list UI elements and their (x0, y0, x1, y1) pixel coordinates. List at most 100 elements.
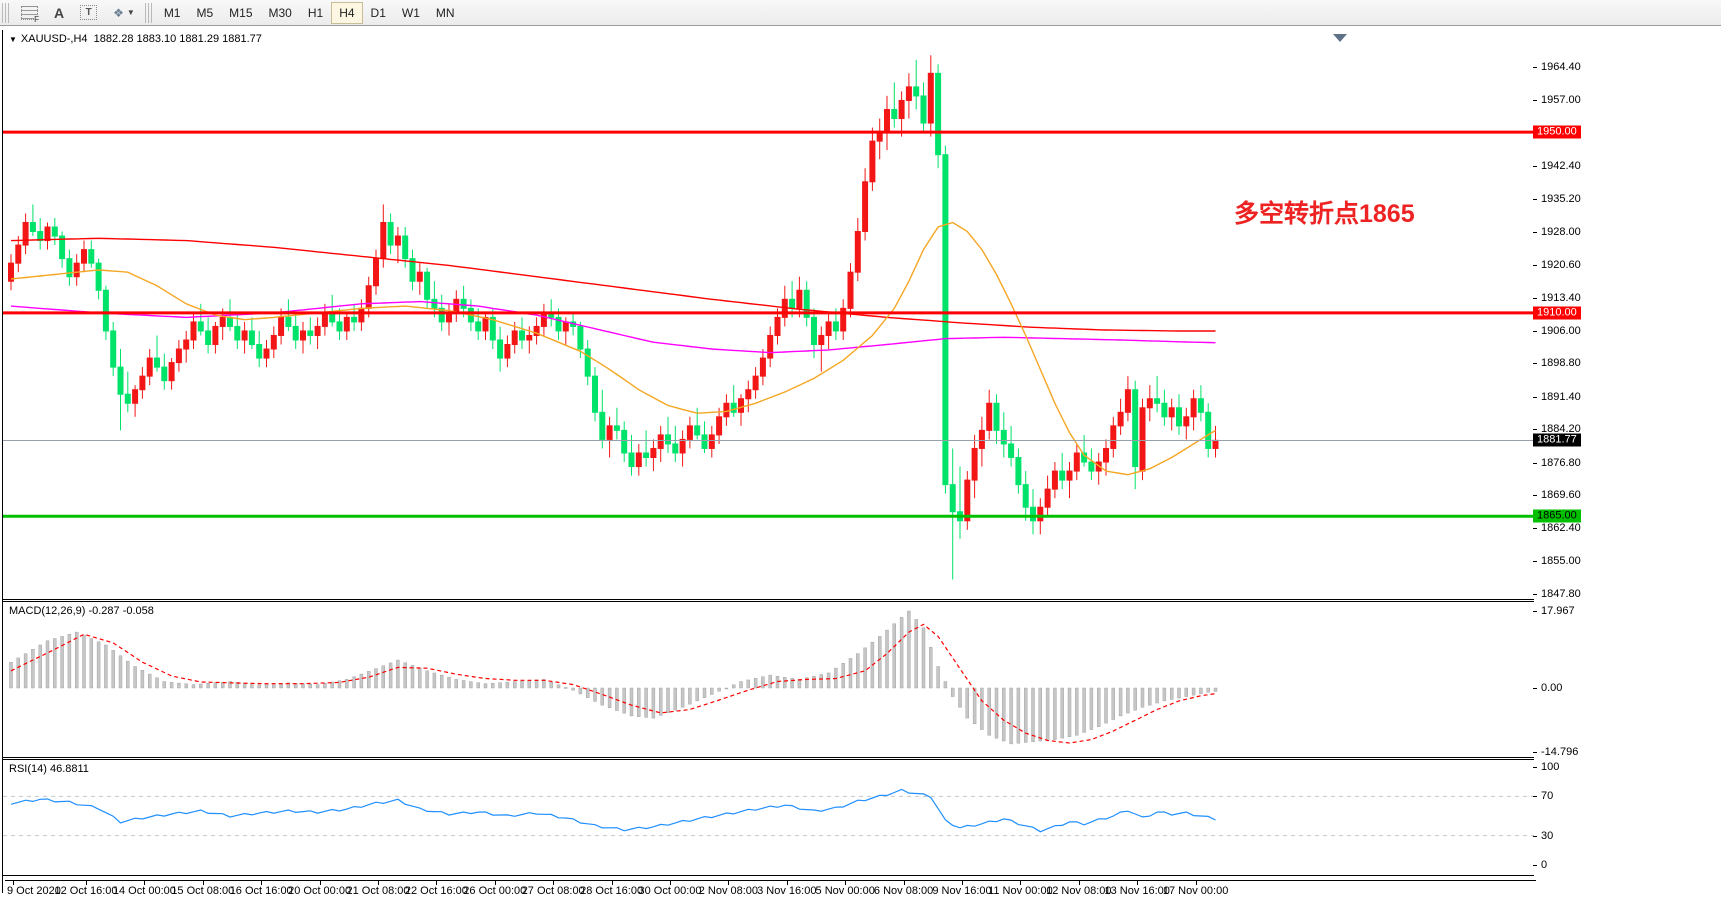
candle-body (117, 366, 124, 395)
price-axis[interactable]: 1964.40 1957.00 1942.40 1935.20 1928.00 1920.… (1533, 30, 1721, 893)
chart-shift-marker-icon[interactable] (1333, 34, 1347, 42)
rsi-chart[interactable] (3, 760, 1534, 875)
macd-histogram-bar (213, 682, 218, 689)
time-tick (1137, 881, 1139, 885)
timeframe-button-w1[interactable]: W1 (401, 5, 420, 20)
timeframe-button-m1[interactable]: M1 (163, 5, 181, 20)
macd-chart[interactable] (3, 602, 1534, 757)
timeframe-button-mn[interactable]: MN (435, 5, 455, 20)
candle-body (460, 298, 467, 309)
pane-divider[interactable] (3, 599, 1534, 600)
candle-body (1000, 429, 1007, 445)
macd-histogram-bar (841, 663, 845, 689)
candle-body (22, 221, 29, 246)
candlestick-chart[interactable] (3, 30, 1534, 599)
macd-histogram-bar (476, 682, 480, 689)
pane-divider[interactable] (3, 757, 1534, 758)
macd-histogram-bar (118, 655, 123, 689)
macd-histogram-bar (542, 679, 546, 689)
macd-histogram-bar (359, 673, 364, 689)
candle-body (183, 339, 190, 350)
candle-body (511, 330, 518, 346)
timeframe-button-h1[interactable]: H1 (307, 5, 324, 20)
text-box-tool-button[interactable]: T (72, 2, 105, 24)
candle-body (1037, 506, 1044, 522)
candle-body (438, 307, 445, 323)
candle-body (1117, 411, 1124, 427)
timeframe-button-m15[interactable]: M15 (229, 5, 253, 20)
macd-pane[interactable]: MACD(12,26,9) -0.287 -0.058 (3, 602, 1534, 757)
pane-divider (3, 875, 1534, 876)
symbol-dropdown-icon[interactable]: ▼ (9, 35, 17, 44)
macd-histogram-bar (374, 668, 378, 689)
time-tick (319, 881, 321, 885)
candle-body (978, 429, 985, 449)
candle-body (212, 325, 219, 346)
macd-histogram-bar (578, 687, 583, 695)
macd-histogram-bar (790, 678, 794, 689)
time-axis[interactable]: 9 Oct 2020 12 Oct 16:00 14 Oct 00:00 15 Oct… (5, 880, 1536, 897)
candle-body (248, 330, 255, 346)
time-tick (1020, 881, 1022, 885)
candle-body (314, 325, 321, 336)
timeframe-button-m30[interactable]: M30 (268, 5, 292, 20)
time-label: 3 Nov 16:00 (757, 885, 817, 897)
candle-body (628, 452, 635, 468)
macd-histogram-bar (958, 687, 962, 708)
candle-body (1154, 398, 1161, 404)
macd-histogram-bar (929, 646, 933, 689)
timeframe-buttons: M1 M5 M15 M30 H1 H4 D1 W1 MN (156, 1, 463, 24)
toolbar-grip[interactable] (2, 2, 9, 23)
macd-histogram-bar (534, 679, 539, 689)
macd-histogram-bar (1177, 687, 1181, 699)
macd-histogram-bar (367, 671, 371, 689)
macd-histogram-bar (440, 674, 444, 689)
arrows-icon: ❖ (113, 5, 124, 20)
candle-body (66, 258, 73, 278)
macd-histogram-bar (717, 687, 721, 692)
price-tick-label-tick (1533, 528, 1537, 529)
pane-divider[interactable] (3, 759, 1534, 760)
candle-body (154, 357, 160, 368)
pane-divider[interactable] (3, 601, 1534, 602)
candle-body (321, 312, 328, 327)
time-label: 6 Nov 08:00 (873, 885, 934, 897)
toolbar-grip-2[interactable] (144, 2, 152, 23)
candle-body (745, 389, 752, 400)
macd-histogram-bar (951, 687, 955, 697)
time-label: 28 Oct 16:00 (580, 885, 644, 897)
macd-histogram-bar (666, 687, 670, 713)
chart-annotation-text[interactable]: 多空转折点1865 (1234, 200, 1415, 228)
arrows-tool-button[interactable]: ❖ ▼ (105, 2, 143, 24)
time-label: 27 Oct 08:00 (521, 885, 585, 897)
fibonacci-tool-button[interactable]: F (13, 2, 46, 24)
macd-histogram-bar (206, 683, 210, 689)
candle-body (1059, 470, 1066, 481)
text-label-tool-button[interactable]: A (46, 2, 72, 24)
candle-body (1110, 425, 1117, 449)
macd-histogram-bar (140, 670, 145, 689)
macd-histogram-bar (505, 681, 510, 689)
timeframe-button-d1[interactable]: D1 (370, 5, 386, 20)
macd-histogram-bar (936, 666, 940, 689)
macd-histogram-bar (301, 683, 305, 689)
timeframe-button-h4[interactable]: H4 (331, 1, 363, 24)
timeframe-button-m5[interactable]: M5 (196, 5, 214, 20)
price-badge-1865.00: 1865.00 (1533, 509, 1581, 523)
candle-body (519, 330, 525, 341)
macd-axis-label: 17.967 (1541, 604, 1575, 617)
price-pane[interactable]: ▼ XAUUSD-,H4 1882.28 1883.10 1881.29 1881… (3, 30, 1534, 599)
macd-histogram-bar (593, 687, 597, 702)
macd-histogram-bar (1155, 687, 1159, 704)
candle-body (234, 325, 241, 341)
fast-ma-line (10, 221, 1216, 476)
rsi-pane[interactable]: RSI(14) 46.8811 (3, 760, 1534, 875)
candle-body (307, 330, 314, 336)
candle-body (1073, 452, 1080, 472)
time-tick (786, 881, 788, 885)
macd-histogram-bar (396, 659, 400, 689)
candle-body (767, 334, 774, 359)
macd-histogram-bar (352, 676, 356, 689)
candle-body (759, 357, 766, 377)
rsi-axis-label: 100 (1541, 761, 1560, 773)
